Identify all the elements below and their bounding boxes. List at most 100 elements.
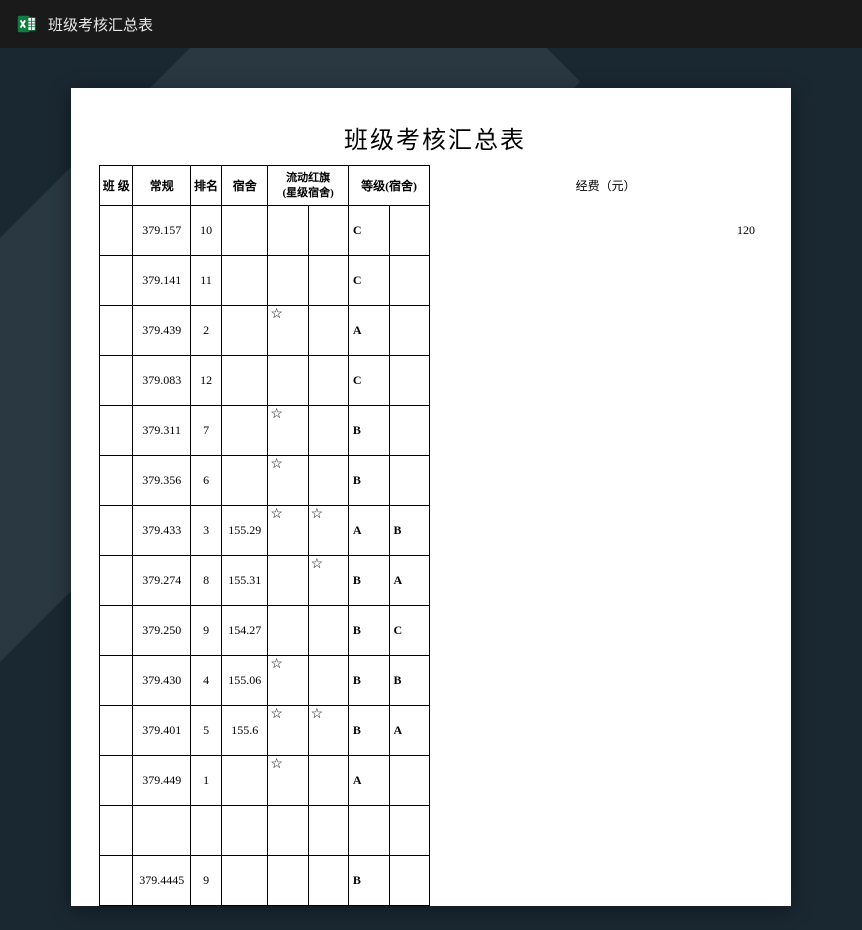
cell-flag2: ☆ <box>308 706 348 756</box>
cell-flag2: ☆ <box>308 506 348 556</box>
cell-routine: 379.250 <box>133 606 191 656</box>
side-value: 120 <box>440 205 771 255</box>
cell-flag1 <box>268 856 308 906</box>
cell-grade1: A <box>348 306 389 356</box>
cell-class <box>100 756 133 806</box>
cell-flag1: ☆ <box>268 406 308 456</box>
cell-grade2 <box>389 856 430 906</box>
document-title: 班级考核汇总表 <box>99 116 771 165</box>
cell-class <box>100 656 133 706</box>
cell-flag1 <box>268 356 308 406</box>
cell-dorm <box>222 306 268 356</box>
cell-routine: 379.141 <box>133 256 191 306</box>
table-row <box>100 806 430 856</box>
table-row: 379.08312C <box>100 356 430 406</box>
document-page: 班级考核汇总表 班 级 常规 排名 宿舍 流动红旗(星级宿舍) 等级(宿舍) 3… <box>71 88 791 906</box>
cell-dorm: 155.29 <box>222 506 268 556</box>
cell-grade1: C <box>348 356 389 406</box>
cell-grade2 <box>389 806 430 856</box>
cell-class <box>100 306 133 356</box>
cell-rank: 2 <box>191 306 222 356</box>
cell-grade2: B <box>389 506 430 556</box>
cell-grade1 <box>348 806 389 856</box>
cell-grade1: B <box>348 656 389 706</box>
cell-grade2 <box>389 306 430 356</box>
cell-flag1 <box>268 806 308 856</box>
cell-flag1 <box>268 606 308 656</box>
cell-routine <box>133 806 191 856</box>
cell-rank: 9 <box>191 606 222 656</box>
table-row: 379.4392 ☆ A <box>100 306 430 356</box>
cell-routine: 379.083 <box>133 356 191 406</box>
cell-grade2: A <box>389 556 430 606</box>
cell-routine: 379.449 <box>133 756 191 806</box>
cell-class <box>100 706 133 756</box>
cell-class <box>100 206 133 256</box>
cell-grade1: B <box>348 456 389 506</box>
table-row: 379.44459B <box>100 856 430 906</box>
window-titlebar: 班级考核汇总表 <box>0 0 862 48</box>
table-row: 379.2748155.31☆BA <box>100 556 430 606</box>
cell-grade1: B <box>348 606 389 656</box>
cell-flag1: ☆ <box>268 306 308 356</box>
cell-grade1: B <box>348 406 389 456</box>
cell-dorm: 155.06 <box>222 656 268 706</box>
cell-rank: 8 <box>191 556 222 606</box>
cell-flag2 <box>308 256 348 306</box>
cell-flag1 <box>268 556 308 606</box>
cell-grade1: C <box>348 206 389 256</box>
col-header-grade: 等级(宿舍) <box>348 166 429 206</box>
cell-class <box>100 456 133 506</box>
cell-flag2 <box>308 856 348 906</box>
cell-flag1 <box>268 206 308 256</box>
cell-grade2: A <box>389 706 430 756</box>
table-row: 379.4304155.06☆BB <box>100 656 430 706</box>
cell-class <box>100 406 133 456</box>
cell-grade1: C <box>348 256 389 306</box>
cell-flag2 <box>308 356 348 406</box>
cell-flag2: ☆ <box>308 556 348 606</box>
cell-flag2 <box>308 606 348 656</box>
cell-grade2: C <box>389 606 430 656</box>
cell-routine: 379.439 <box>133 306 191 356</box>
cell-grade2 <box>389 456 430 506</box>
cell-dorm <box>222 206 268 256</box>
cell-flag2 <box>308 656 348 706</box>
cell-routine: 379.430 <box>133 656 191 706</box>
window-title: 班级考核汇总表 <box>48 14 153 35</box>
cell-grade2 <box>389 356 430 406</box>
cell-flag1: ☆ <box>268 656 308 706</box>
cell-flag2 <box>308 306 348 356</box>
table-row: 379.2509154.27 BC <box>100 606 430 656</box>
cell-dorm: 155.6 <box>222 706 268 756</box>
cell-class <box>100 356 133 406</box>
cell-routine: 379.356 <box>133 456 191 506</box>
table-row: 379.4015155.6☆☆BA <box>100 706 430 756</box>
cell-dorm <box>222 806 268 856</box>
cell-routine: 379.274 <box>133 556 191 606</box>
cell-class <box>100 506 133 556</box>
cell-rank <box>191 806 222 856</box>
assessment-table: 班 级 常规 排名 宿舍 流动红旗(星级宿舍) 等级(宿舍) 379.15710… <box>99 165 430 906</box>
cell-flag1: ☆ <box>268 506 308 556</box>
cell-class <box>100 606 133 656</box>
cell-flag1: ☆ <box>268 456 308 506</box>
cell-class <box>100 856 133 906</box>
cell-rank: 6 <box>191 456 222 506</box>
cell-grade2 <box>389 406 430 456</box>
cell-rank: 11 <box>191 256 222 306</box>
cell-flag1 <box>268 256 308 306</box>
cell-dorm <box>222 756 268 806</box>
cell-routine: 379.157 <box>133 206 191 256</box>
cell-flag2 <box>308 806 348 856</box>
cell-routine: 379.311 <box>133 406 191 456</box>
cell-routine: 379.4445 <box>133 856 191 906</box>
table-row: 379.3566 ☆ B <box>100 456 430 506</box>
cell-grade2: B <box>389 656 430 706</box>
cell-dorm: 154.27 <box>222 606 268 656</box>
col-header-routine: 常规 <box>133 166 191 206</box>
cell-rank: 5 <box>191 706 222 756</box>
cell-dorm <box>222 406 268 456</box>
cell-grade1: B <box>348 556 389 606</box>
cell-class <box>100 806 133 856</box>
